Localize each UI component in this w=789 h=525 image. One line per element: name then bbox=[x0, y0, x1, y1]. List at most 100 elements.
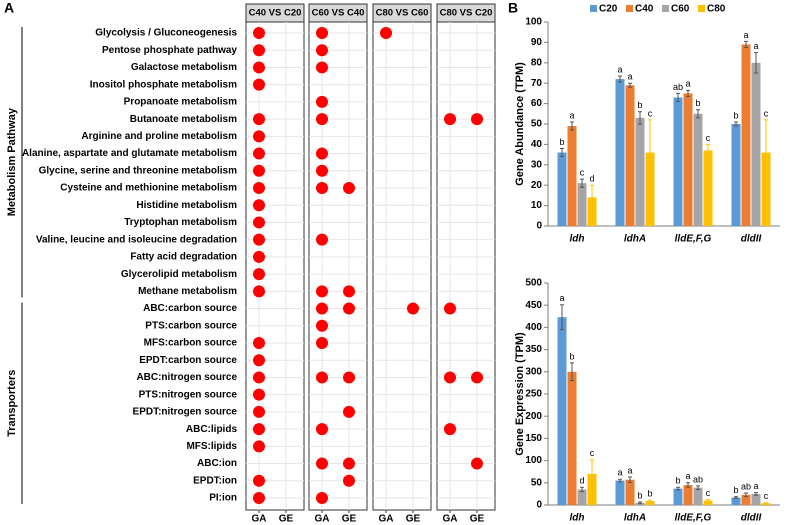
significance-letter: b bbox=[637, 490, 642, 500]
significance-letter: c bbox=[706, 133, 711, 143]
dot bbox=[253, 388, 265, 401]
column-label: GA bbox=[443, 514, 458, 525]
dot bbox=[253, 147, 265, 160]
dot bbox=[253, 182, 265, 194]
y-tick-label: 350 bbox=[525, 344, 542, 355]
y-tick-label: 300 bbox=[525, 366, 542, 377]
bar bbox=[645, 501, 655, 505]
error-bar bbox=[590, 459, 594, 489]
error-bar bbox=[628, 82, 632, 88]
dot bbox=[316, 147, 328, 160]
y-tick-label: 40 bbox=[531, 139, 543, 150]
y-tick-label: 0 bbox=[536, 221, 542, 232]
dot bbox=[253, 268, 265, 281]
bar bbox=[567, 371, 577, 505]
bar bbox=[703, 150, 713, 226]
column-label: GE bbox=[279, 514, 294, 525]
facet-title: C40 VS C20 bbox=[249, 8, 302, 19]
row-label: EPDT:nitrogen source bbox=[133, 407, 238, 418]
significance-letter: b bbox=[559, 137, 564, 147]
row-label: Glycerolipid metabolism bbox=[121, 269, 237, 280]
y-tick-label: 200 bbox=[525, 411, 542, 422]
dot bbox=[316, 27, 328, 39]
row-label: Arginine and proline metabolism bbox=[81, 131, 237, 142]
dot bbox=[316, 95, 328, 108]
error-bar bbox=[676, 486, 680, 491]
dot bbox=[343, 285, 355, 298]
bar bbox=[673, 488, 683, 505]
x-tick-label: lldE,F,G bbox=[675, 234, 712, 245]
y-tick-label: 400 bbox=[525, 322, 542, 333]
error-bar bbox=[638, 501, 642, 505]
row-label: PTS:nitrogen source bbox=[139, 389, 238, 400]
dot bbox=[253, 423, 265, 436]
error-bar bbox=[580, 178, 584, 188]
significance-letter: c bbox=[580, 167, 585, 177]
column-label: GA bbox=[315, 514, 330, 525]
error-bar bbox=[570, 362, 574, 382]
bar bbox=[645, 152, 655, 226]
row-label: Pentose phosphate pathway bbox=[102, 45, 237, 56]
significance-letter: b bbox=[637, 100, 642, 110]
dot bbox=[471, 371, 483, 384]
row-label: Methane metabolism bbox=[138, 286, 237, 297]
significance-letter: a bbox=[569, 110, 574, 120]
y-tick-label: 90 bbox=[531, 37, 543, 48]
facet-panel bbox=[436, 21, 496, 511]
y-tick-label: 60 bbox=[531, 98, 543, 109]
significance-letter: a bbox=[685, 79, 690, 89]
dot bbox=[253, 250, 265, 263]
significance-letter: c bbox=[706, 488, 711, 498]
bar bbox=[615, 480, 625, 505]
error-bar bbox=[628, 476, 632, 483]
panel-label: A bbox=[4, 0, 14, 16]
y-tick-label: 70 bbox=[531, 78, 543, 89]
row-label: ABC:lipids bbox=[186, 424, 238, 435]
dot bbox=[316, 319, 328, 332]
dot bbox=[407, 302, 419, 315]
dot bbox=[253, 164, 265, 177]
significance-letter: a bbox=[559, 293, 564, 303]
error-bar bbox=[590, 184, 594, 211]
column-label: GE bbox=[406, 514, 421, 525]
significance-letter: a bbox=[753, 481, 758, 491]
dot bbox=[316, 44, 328, 57]
error-bar bbox=[560, 147, 564, 158]
error-bar bbox=[580, 486, 584, 493]
panel-label: B bbox=[508, 0, 518, 16]
bar bbox=[587, 473, 597, 505]
dot bbox=[253, 354, 265, 367]
column-label: GA bbox=[252, 514, 267, 525]
x-tick-label: ldh bbox=[570, 234, 585, 245]
row-label: Propanoate metabolism bbox=[124, 97, 237, 108]
bar bbox=[635, 117, 645, 226]
dot bbox=[471, 457, 483, 470]
dot bbox=[444, 423, 456, 436]
error-bar bbox=[754, 492, 758, 496]
dot bbox=[253, 474, 265, 487]
bar bbox=[751, 62, 761, 226]
legend-label: C20 bbox=[599, 4, 618, 15]
significance-letter: ab bbox=[673, 82, 683, 92]
error-bar bbox=[686, 482, 690, 488]
significance-letter: a bbox=[617, 64, 622, 74]
row-label: PI:ion bbox=[209, 493, 237, 504]
facet-panel bbox=[245, 21, 305, 511]
row-label: Cysteine and methionine metabolism bbox=[60, 183, 237, 194]
bar bbox=[731, 497, 741, 505]
dot bbox=[316, 285, 328, 298]
x-tick-label: lldE,F,G bbox=[675, 513, 712, 524]
dot bbox=[343, 371, 355, 384]
dot bbox=[316, 492, 328, 504]
bar bbox=[557, 317, 567, 505]
dot bbox=[343, 405, 355, 418]
significance-letter: b bbox=[733, 110, 738, 120]
error-bar bbox=[764, 502, 768, 505]
row-label: Butanoate metabolism bbox=[130, 114, 237, 125]
x-tick-label: ldh bbox=[570, 513, 585, 524]
dot bbox=[343, 182, 355, 194]
dot bbox=[253, 337, 265, 349]
bar bbox=[615, 79, 625, 227]
bar bbox=[625, 85, 635, 227]
